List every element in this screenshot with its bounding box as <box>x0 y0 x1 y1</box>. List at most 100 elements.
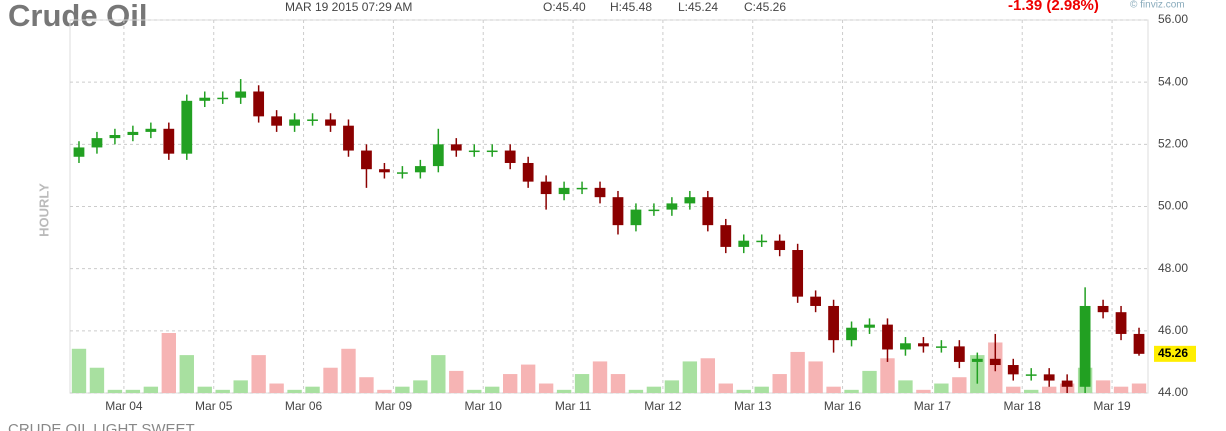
y-tick-label: 44.00 <box>1158 385 1188 399</box>
volume-bar <box>395 386 410 393</box>
candle-body <box>1079 305 1091 387</box>
candle-body <box>504 150 516 163</box>
volume-bar <box>1024 389 1039 393</box>
volume-bar <box>269 383 284 393</box>
volume-bar <box>844 389 859 393</box>
volume-bar <box>574 374 590 393</box>
candle-body <box>1097 305 1109 313</box>
x-tick-label: Mar 12 <box>644 399 682 413</box>
candle-body <box>1133 333 1145 354</box>
candle-body <box>145 128 157 132</box>
volume-bar <box>341 348 356 393</box>
candle-body <box>289 119 300 126</box>
candle-body <box>217 97 229 100</box>
volume-bar <box>467 389 482 393</box>
volume-bar <box>233 380 248 393</box>
volume-bar <box>826 386 841 393</box>
candle-body <box>450 144 462 151</box>
x-tick-label: Mar 06 <box>285 399 323 413</box>
volume-bar <box>772 374 787 393</box>
x-tick-label: Mar 04 <box>105 399 143 413</box>
open-price: O:45.40 <box>543 0 586 14</box>
volume-bar <box>359 377 374 393</box>
candle-body <box>163 128 175 154</box>
volume-bar <box>1131 383 1147 393</box>
plot-frame <box>69 19 1149 394</box>
volume-bar <box>736 389 751 393</box>
candle-body <box>989 358 1001 366</box>
candle-body <box>307 119 318 121</box>
y-tick-label: 46.00 <box>1158 323 1188 337</box>
volume-bar <box>1095 380 1111 393</box>
subtitle: CRUDE OIL LIGHT SWEET <box>8 421 195 431</box>
candle-body <box>702 197 714 226</box>
volume-bar <box>1113 386 1129 393</box>
volume-bar <box>718 383 733 393</box>
volume-bar <box>161 333 177 393</box>
x-tick-label: Mar 18 <box>1004 399 1042 413</box>
candle-body <box>846 327 857 341</box>
candle-body <box>774 240 786 251</box>
candle-body <box>648 209 660 212</box>
title: Crude Oil <box>8 0 148 33</box>
candle-body <box>522 162 534 182</box>
volume-bar <box>107 389 123 393</box>
volume-bar <box>197 386 212 393</box>
x-tick-label: Mar 11 <box>555 399 592 413</box>
price-change: -1.39 (2.98%) <box>1008 0 1099 14</box>
volume-bar <box>377 389 392 393</box>
candle-body <box>720 225 732 247</box>
volume-bar <box>287 389 302 393</box>
candle-body <box>684 197 696 204</box>
volume-bar <box>700 358 716 393</box>
x-tick-label: Mar 16 <box>824 399 862 413</box>
y-tick-label: 56.00 <box>1158 12 1188 26</box>
candle-body <box>468 150 480 153</box>
candle-body <box>109 135 121 139</box>
volume-bar <box>502 374 518 393</box>
candle-body <box>199 97 211 101</box>
candle-body <box>576 187 588 190</box>
candle-body <box>1115 312 1127 334</box>
close-price: C:45.26 <box>744 0 786 14</box>
last-price-box <box>1154 345 1196 362</box>
volume-bar <box>646 386 662 393</box>
timestamp: MAR 19 2015 07:29 AM <box>285 0 412 14</box>
candle-body <box>414 166 426 173</box>
candle-body <box>953 346 965 362</box>
volume-bar <box>125 389 141 393</box>
candle-body <box>1025 374 1037 376</box>
volume-bar <box>71 348 87 393</box>
x-tick-label: Mar 19 <box>1093 399 1131 413</box>
volume-bar <box>952 377 967 393</box>
volume-bar <box>1006 386 1021 393</box>
volume-bar <box>215 389 230 393</box>
volume-bar <box>449 370 464 393</box>
y-tick-label: 50.00 <box>1158 199 1188 213</box>
x-tick-label: Mar 10 <box>465 399 503 413</box>
candle-body <box>792 250 804 297</box>
volume-bar <box>431 355 446 393</box>
volume-bar <box>592 361 608 393</box>
candle-body <box>864 324 875 328</box>
volume-bar <box>556 389 572 393</box>
candle-body <box>1007 365 1019 375</box>
candle-body <box>900 343 911 350</box>
candle-body <box>1043 374 1055 381</box>
candle-body <box>325 119 336 126</box>
volume-bar <box>323 367 338 393</box>
candle-body <box>127 131 139 136</box>
volume-bar <box>628 389 644 393</box>
volume-bar <box>880 358 895 393</box>
candle-body <box>1061 380 1073 387</box>
low-price: L:45.24 <box>678 0 718 14</box>
last-price-label: 45.26 <box>1158 346 1188 360</box>
volume-bar <box>520 364 536 393</box>
candle-body <box>971 358 983 362</box>
volume-bar <box>179 355 194 393</box>
x-tick-label: Mar 17 <box>914 399 952 413</box>
candle-body <box>666 203 678 210</box>
candle-body <box>738 240 750 247</box>
candle-body <box>253 91 265 117</box>
